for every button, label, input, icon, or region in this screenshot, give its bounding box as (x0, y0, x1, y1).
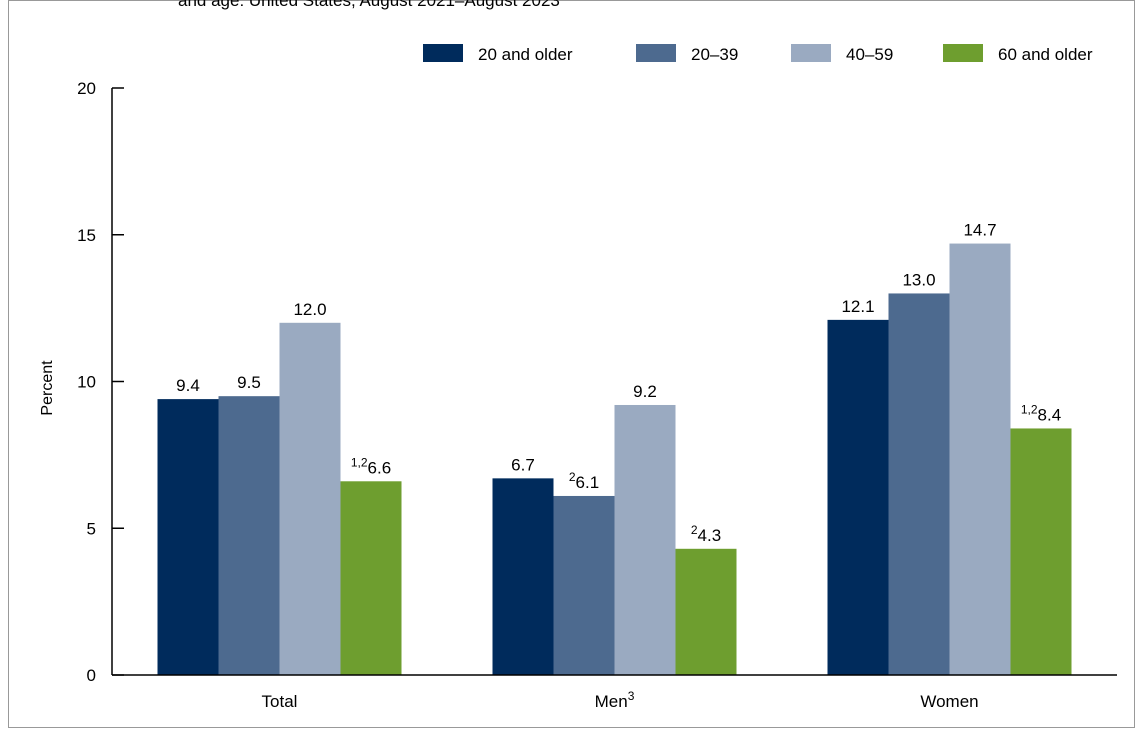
y-axis: 0 5 10 15 20 (77, 79, 124, 685)
y-tick-label: 20 (77, 79, 96, 98)
bar-value-label: 13.0 (902, 270, 935, 289)
legend-swatch (791, 44, 831, 62)
category-label: Total (262, 692, 298, 711)
bar-value-label: 1,26.6 (351, 455, 391, 477)
legend-swatch (636, 44, 676, 62)
bar (492, 478, 554, 675)
bar-value-label: 24.3 (691, 523, 721, 545)
legend: 20 and older 20–39 40–59 60 and older (423, 44, 1093, 64)
bar-value-label: 14.7 (963, 221, 996, 240)
legend-swatch (943, 44, 983, 62)
category-label: Women (920, 692, 978, 711)
legend-label: 40–59 (846, 45, 893, 64)
y-axis-title: Percent (39, 360, 56, 416)
legend-label: 20 and older (478, 45, 573, 64)
bar (888, 293, 950, 675)
y-tick-label: 5 (87, 519, 96, 538)
legend-label: 60 and older (998, 45, 1093, 64)
bar (827, 319, 889, 675)
bar-value-label: 9.4 (176, 376, 200, 395)
y-tick-label: 15 (77, 226, 96, 245)
bar (218, 396, 280, 675)
bar-value-label: 26.1 (569, 470, 599, 492)
bar (279, 322, 341, 675)
legend-label: 20–39 (691, 45, 738, 64)
bar (1010, 428, 1072, 675)
bar-value-label: 1,28.4 (1021, 402, 1061, 424)
y-tick-label: 0 (87, 666, 96, 685)
bar (675, 548, 737, 675)
bar-value-label: 12.0 (293, 300, 326, 319)
y-tick-label: 10 (77, 373, 96, 392)
category-label: Men3 (595, 689, 635, 711)
x-axis: Total Men3 Women (112, 674, 1117, 711)
bar (157, 399, 219, 675)
top-caption: and age: United States, August 2021–Augu… (178, 0, 560, 10)
bar-value-label: 12.1 (841, 297, 874, 316)
bar-value-label: 9.5 (237, 373, 261, 392)
bar (614, 404, 676, 675)
bar (553, 495, 615, 675)
bar-value-label: 9.2 (633, 382, 657, 401)
bar (949, 243, 1011, 675)
legend-swatch (423, 44, 463, 62)
bar-value-label: 6.7 (511, 455, 535, 474)
bar (340, 481, 402, 675)
bars: 9.4 9.5 12.0 1,26.6 6.7 26.1 9.2 24.3 12.1 13.0 14… (157, 221, 1072, 675)
